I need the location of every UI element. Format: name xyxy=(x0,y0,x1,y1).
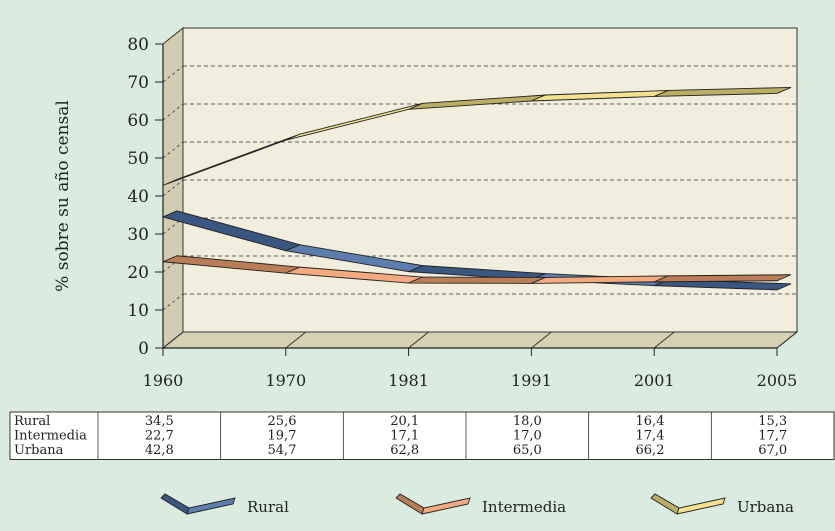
table-cell: 18,0 xyxy=(513,414,542,429)
legend-label: Rural xyxy=(247,498,289,516)
series-urbana xyxy=(162,86,792,186)
table-cell: 42,8 xyxy=(145,443,174,458)
y-tick-label: 40 xyxy=(127,187,149,207)
y-tick-label: 30 xyxy=(127,225,149,245)
ribbon-segment xyxy=(654,274,792,283)
table-cell: 66,2 xyxy=(636,443,665,458)
legend-label: Urbana xyxy=(737,498,794,516)
table-cell: 25,6 xyxy=(268,414,297,429)
floor-divider xyxy=(653,331,675,349)
floor-divider xyxy=(776,331,798,349)
gridline-side xyxy=(162,65,184,83)
series-intermedia xyxy=(162,255,792,284)
legend-swatch xyxy=(160,493,190,515)
legend-swatch xyxy=(676,497,726,515)
gridline-side xyxy=(162,293,184,311)
table-cell: 19,7 xyxy=(268,429,297,444)
legend-item-intermedia: Intermedia xyxy=(395,493,566,516)
table-cell: 34,5 xyxy=(145,414,174,429)
gridline-side xyxy=(162,255,184,273)
gridline-side xyxy=(162,141,184,159)
table-row-label: Urbana xyxy=(14,443,64,458)
table-cell: 20,1 xyxy=(390,414,419,429)
x-tick-label: 1960 xyxy=(143,371,184,390)
floor-divider xyxy=(285,331,307,349)
table-cell: 65,0 xyxy=(513,443,542,458)
table-row-label: Rural xyxy=(14,414,50,429)
legend-swatch xyxy=(650,493,680,515)
y-tick-label: 70 xyxy=(127,73,149,93)
y-tick-label: 80 xyxy=(127,35,149,55)
x-tick-label: 1991 xyxy=(511,371,552,390)
legend-label: Intermedia xyxy=(482,498,566,516)
gridline-side xyxy=(162,27,184,45)
y-tick-label: 50 xyxy=(127,149,149,169)
y-tick-label: 10 xyxy=(127,301,149,321)
x-tick-label: 1981 xyxy=(388,371,429,390)
data-table xyxy=(9,411,835,460)
floor-divider xyxy=(162,331,184,349)
legend-swatch xyxy=(186,497,236,515)
y-tick-label: 20 xyxy=(127,263,149,283)
y-tick-label: 0 xyxy=(138,339,149,359)
series-rural xyxy=(161,210,792,291)
gridline-side xyxy=(162,179,184,197)
table-cell: 16,4 xyxy=(636,414,665,429)
table-cell: 62,8 xyxy=(390,443,419,458)
table-cell: 17,0 xyxy=(513,429,542,444)
x-tick-label: 2005 xyxy=(757,371,798,390)
table-cell: 17,7 xyxy=(758,429,787,444)
x-tick-label: 2001 xyxy=(634,371,675,390)
table-cell: 15,3 xyxy=(758,414,787,429)
legend-swatch xyxy=(395,493,425,515)
legend-swatch xyxy=(421,497,471,515)
legend-item-urbana: Urbana xyxy=(650,493,794,516)
x-tick-label: 1970 xyxy=(265,371,306,390)
gridline-side xyxy=(162,103,184,121)
table-row-label: Intermedia xyxy=(14,429,87,444)
table-cell: 67,0 xyxy=(758,443,787,458)
table-cell: 17,4 xyxy=(636,429,665,444)
ribbon-segment xyxy=(408,276,546,284)
y-axis-label: % sobre su año censal xyxy=(53,100,73,292)
legend-item-rural: Rural xyxy=(160,493,289,516)
floor-divider xyxy=(408,331,429,349)
floor xyxy=(161,331,799,349)
ribbon-segment xyxy=(654,86,792,97)
table-cell: 17,1 xyxy=(390,429,419,444)
table-cell: 54,7 xyxy=(268,443,297,458)
y-tick-label: 60 xyxy=(127,111,149,131)
table-cell: 22,7 xyxy=(145,429,174,444)
ribbon-segment xyxy=(531,275,669,284)
gridline-side xyxy=(162,217,184,235)
floor-divider xyxy=(531,331,552,349)
